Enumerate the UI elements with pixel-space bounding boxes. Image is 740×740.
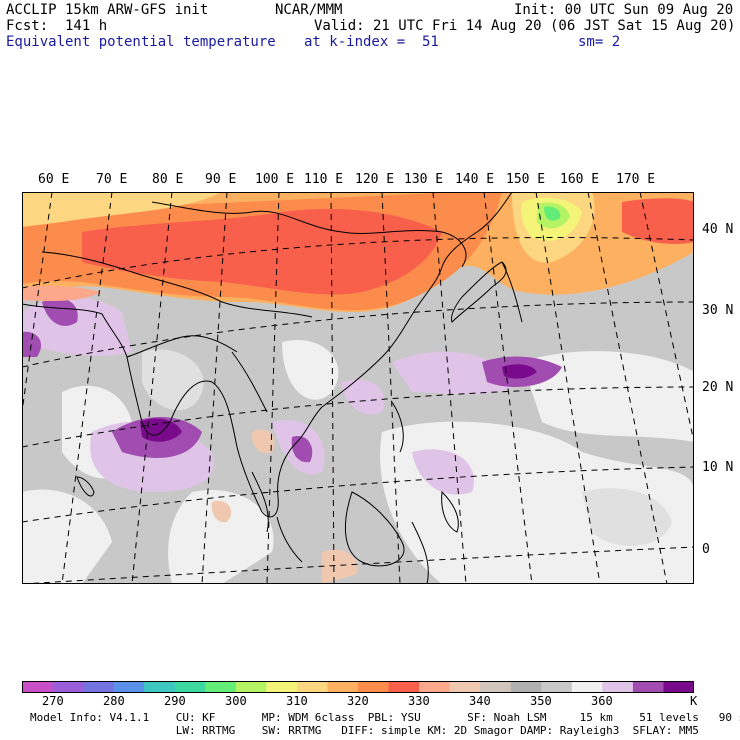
forecast-hour: Fcst: 141 h	[6, 18, 108, 34]
lat-label: 0	[702, 542, 710, 557]
lat-label: 10 N	[702, 460, 734, 475]
colorbar-label: 280	[103, 694, 125, 708]
colorbar-unit: K	[690, 694, 698, 708]
coastlines	[22, 192, 523, 584]
colorbar-label: 360	[591, 694, 613, 708]
colorbar-swatch	[52, 681, 84, 693]
colorbar-label: 310	[286, 694, 308, 708]
field-name: Equivalent potential temperature	[6, 34, 276, 50]
theta-e-mid-gray	[142, 349, 672, 546]
model-info-line-1: Model Info: V4.1.1 CU: KF MP: WDM 6class…	[30, 711, 740, 724]
theta-e-dark-purple-cores	[140, 364, 537, 442]
model-title: ACCLIP 15km ARW-GFS init	[6, 2, 209, 18]
colorbar-swatch	[22, 681, 54, 693]
colorbar-swatch	[113, 681, 145, 693]
colorbar-swatch	[541, 681, 573, 693]
colorbar-swatch	[144, 681, 176, 693]
map-panel	[22, 192, 694, 584]
lon-label: 60 E	[38, 172, 70, 187]
map-frame	[22, 192, 694, 584]
colorbar-swatch	[510, 681, 542, 693]
colorbar-swatch	[174, 681, 206, 693]
graticule	[22, 192, 694, 584]
colorbar-swatch	[419, 681, 451, 693]
model-info-line-2: LW: RRTMG SW: RRTMG DIFF: simple KM: 2D …	[30, 724, 699, 737]
theta-e-warm-north	[22, 192, 694, 312]
colorbar-swatch	[205, 681, 237, 693]
colorbar-swatch	[602, 681, 634, 693]
lon-label: 160 E	[560, 172, 600, 187]
lon-label: 150 E	[506, 172, 546, 187]
organization: NCAR/MMM	[275, 2, 343, 18]
colorbar-label: 320	[347, 694, 369, 708]
colorbar-swatch	[663, 681, 694, 693]
colorbar-swatch	[358, 681, 390, 693]
init-time: Init: 00 UTC Sun 09 Aug 20	[514, 2, 734, 18]
colorbar-label: 350	[530, 694, 552, 708]
colorbar-swatch	[632, 681, 664, 693]
lon-label: 170 E	[616, 172, 656, 187]
lon-label: 90 E	[205, 172, 237, 187]
theta-e-peach-areas	[211, 429, 358, 584]
valid-time: Valid: 21 UTC Fri 14 Aug 20 (06 JST Sat …	[314, 18, 736, 34]
colorbar-swatch	[480, 681, 512, 693]
colorbar-swatch	[571, 681, 603, 693]
colorbar-swatch	[83, 681, 115, 693]
colorbar-label: 330	[408, 694, 430, 708]
colorbar-label: 290	[164, 694, 186, 708]
colorbar	[22, 681, 694, 693]
level-index: at k-index = 51	[304, 34, 439, 50]
lat-label: 30 N	[702, 303, 734, 318]
lon-label: 70 E	[96, 172, 128, 187]
colorbar-swatch	[235, 681, 267, 693]
lon-label: 130 E	[404, 172, 444, 187]
colorbar-swatch	[388, 681, 420, 693]
lat-label: 20 N	[702, 380, 734, 395]
colorbar-label: 340	[469, 694, 491, 708]
colorbar-frame	[22, 681, 694, 693]
colorbar-swatch	[296, 681, 328, 693]
colorbar-swatch	[327, 681, 359, 693]
lon-label: 100 E	[255, 172, 295, 187]
colorbar-swatch	[266, 681, 298, 693]
lat-label: 40 N	[702, 222, 734, 237]
smoothing: sm= 2	[578, 34, 621, 50]
lon-label: 80 E	[152, 172, 184, 187]
lon-label: 120 E	[355, 172, 395, 187]
lon-label: 140 E	[455, 172, 495, 187]
colorbar-label: 270	[42, 694, 64, 708]
colorbar-label: 300	[225, 694, 247, 708]
colorbar-swatch	[449, 681, 481, 693]
lon-label: 110 E	[304, 172, 344, 187]
